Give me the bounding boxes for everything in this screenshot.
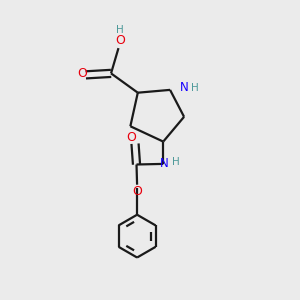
Text: N: N (160, 158, 169, 170)
Text: O: O (115, 34, 125, 47)
Text: H: H (116, 25, 124, 35)
Text: H: H (172, 158, 180, 167)
Text: O: O (126, 130, 136, 144)
Text: N: N (180, 81, 189, 94)
Text: O: O (77, 68, 87, 80)
Text: O: O (132, 185, 142, 198)
Text: H: H (190, 82, 198, 92)
